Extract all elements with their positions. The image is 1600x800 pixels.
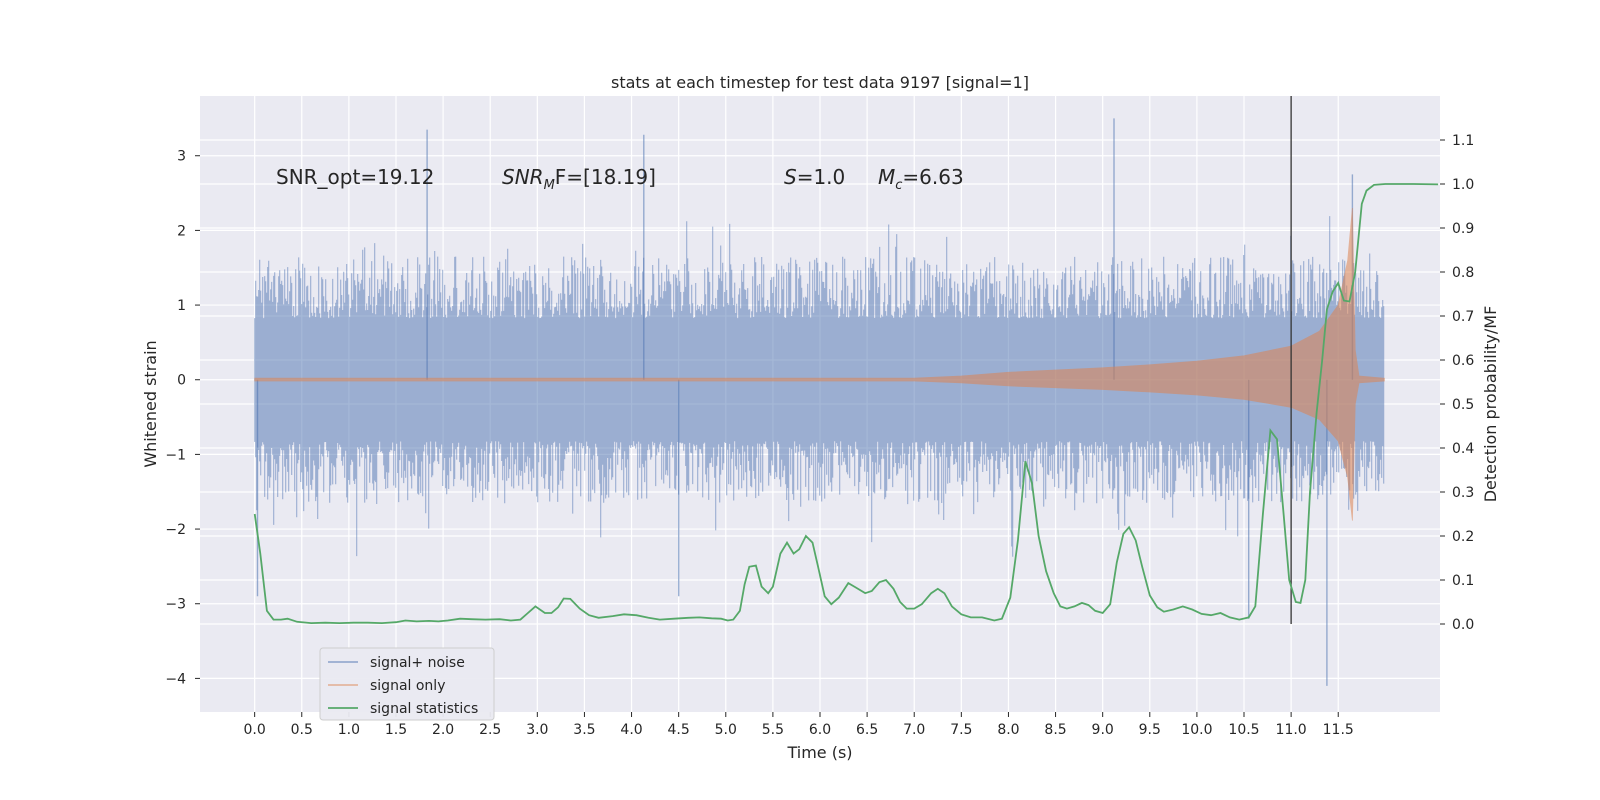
legend-label-signal-noise: signal+ noise [370,655,465,671]
y-right-tick-label-10: 1.0 [1452,177,1474,193]
x-tick-label-13: 6.5 [856,722,878,738]
x-tick-label-18: 9.0 [1092,722,1114,738]
x-tick-label-15: 7.5 [950,722,972,738]
y-tick-label-5: 1 [177,298,186,314]
annotation-snr-mf: SNRMF=[18.19] [502,165,656,193]
x-tick-label-7: 3.5 [573,722,595,738]
y-right-tick-label-8: 0.8 [1452,265,1474,281]
y-right-tick-label-7: 0.7 [1452,309,1474,325]
y-tick-label-0: −4 [165,671,186,687]
x-tick-label-6: 3.0 [526,722,548,738]
x-tick-label-14: 7.0 [903,722,925,738]
y-tick-label-6: 2 [177,223,186,239]
annotation-s: S=1.0 [784,165,845,189]
signal-only-envelope [254,207,1385,521]
annotation-snr-mf-main: SNR [502,165,544,189]
y-tick-label-7: 3 [177,149,186,165]
x-tick-label-4: 2.0 [432,722,454,738]
y-right-tick-label-0: 0.0 [1452,617,1474,633]
signal-noise-series [254,118,1385,686]
x-tick-label-0: 0.0 [244,722,266,738]
x-tick-label-16: 8.0 [997,722,1019,738]
legend: signal+ noise signal only signal statist… [319,647,495,721]
x-tick-label-1: 0.5 [291,722,313,738]
y-right-tick-label-6: 0.6 [1452,353,1474,369]
x-tick-label-8: 4.0 [620,722,642,738]
annotation-s-main: S [784,165,797,189]
x-tick-label-22: 11.0 [1276,722,1307,738]
y-right-tick-label-1: 0.1 [1452,573,1474,589]
y-ticks-right: 0.0 0.1 0.2 0.3 0.4 0.5 0.6 0.7 0.8 0.9 1.0 1.1 [1440,133,1474,633]
x-tick-label-11: 5.5 [762,722,784,738]
annotation-mc-main: M [878,165,895,189]
y-tick-label-3: −1 [165,447,186,463]
x-tick-label-17: 8.5 [1044,722,1066,738]
signal-only-series [254,207,1385,521]
chart-title: stats at each timestep for test data 919… [611,73,1029,92]
x-tick-label-12: 6.0 [809,722,831,738]
legend-label-signal-only: signal only [370,678,445,694]
y-right-tick-label-9: 0.9 [1452,221,1474,237]
legend-box [319,647,495,721]
x-tick-label-5: 2.5 [479,722,501,738]
annotation-mc: Mc=6.63 [878,165,964,193]
annotation-snr-mf-sub: M [544,178,555,193]
y-tick-label-4: 0 [177,373,186,389]
y-tick-label-1: −3 [165,597,186,613]
annotation-snr-opt: SNR_opt=19.12 [276,165,434,189]
x-tick-label-3: 1.5 [385,722,407,738]
y-right-tick-label-4: 0.4 [1452,441,1474,457]
x-tick-label-20: 10.0 [1181,722,1212,738]
signal-statistics-line [253,183,1439,625]
x-axis-label: Time (s) [786,743,852,762]
x-tick-label-10: 5.0 [715,722,737,738]
y-right-tick-label-3: 0.3 [1452,485,1474,501]
x-tick-label-21: 10.5 [1228,722,1259,738]
y-ticks-left: −4 −3 −2 −1 0 1 2 3 [165,149,200,687]
annotation-snr-mf-rest: F=[18.19] [555,165,656,189]
x-tick-label-19: 9.5 [1139,722,1161,738]
legend-label-signal-statistics: signal statistics [370,701,478,717]
y-right-tick-label-2: 0.2 [1452,529,1474,545]
annotation-mc-sub: c [895,178,902,193]
y-tick-label-2: −2 [165,522,186,538]
y-right-tick-label-5: 0.5 [1452,397,1474,413]
annotation-mc-rest: =6.63 [902,165,963,189]
x-tick-label-9: 4.5 [668,722,690,738]
y-axis-label-right: Detection probability/MF [1481,306,1500,503]
x-ticks: 0.0 0.5 1.0 1.5 2.0 2.5 3.0 3.5 4.0 4.5 5.0 5.5 6.0 6… [244,712,1354,738]
x-tick-label-23: 11.5 [1323,722,1354,738]
y-right-tick-label-11: 1.1 [1452,133,1474,149]
signal-statistics-series [253,183,1439,625]
annotation-s-rest: =1.0 [797,165,846,189]
y-axis-label-left: Whitened strain [141,340,160,467]
x-tick-label-2: 1.0 [338,722,360,738]
